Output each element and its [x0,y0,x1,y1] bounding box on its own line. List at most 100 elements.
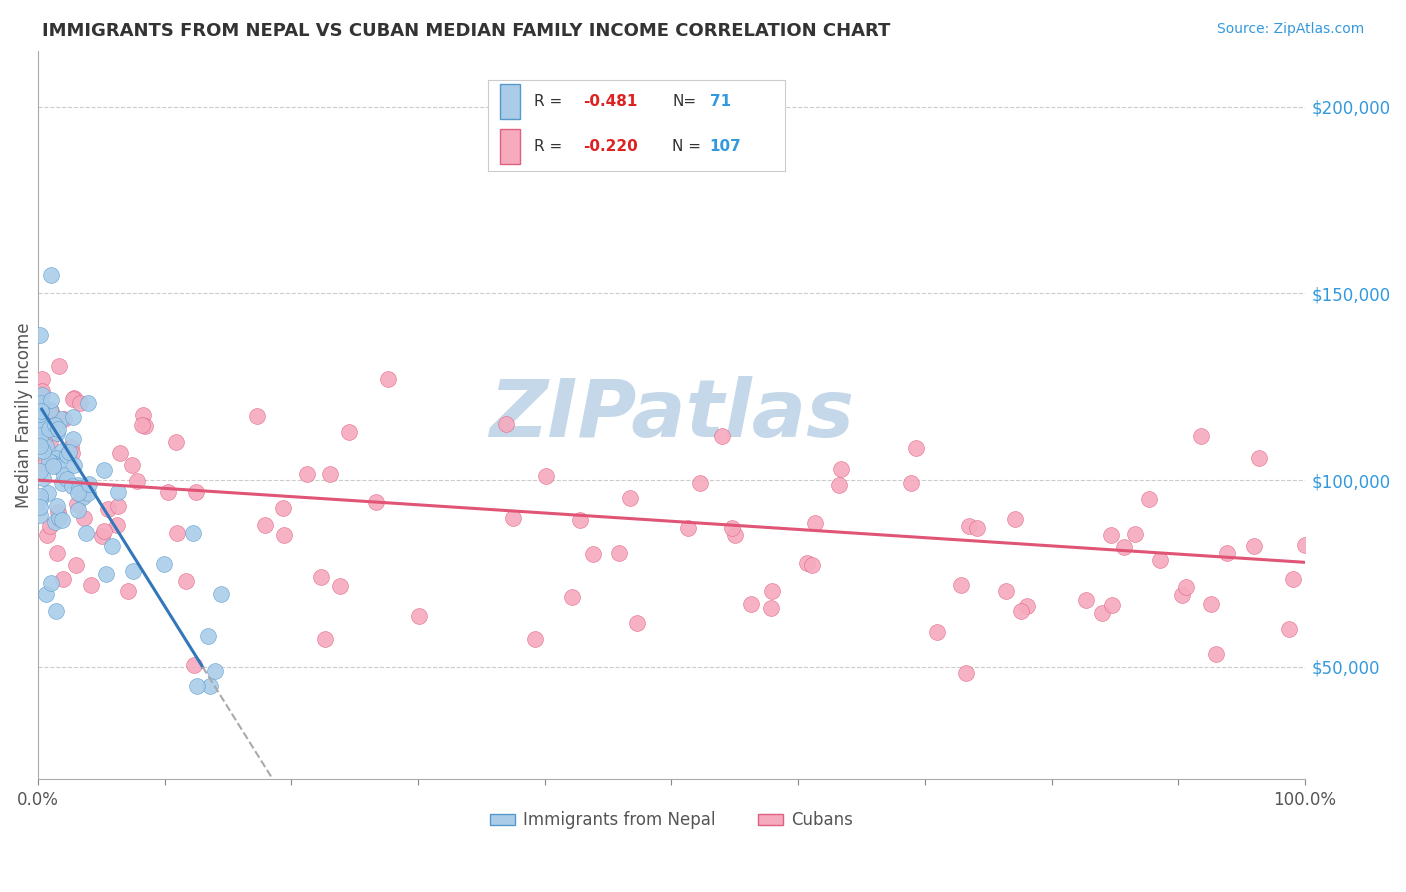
Point [1189,429,1212,443]
Point [1149,553,1171,567]
Point [626,616,648,631]
Point [72,490,94,504]
Point [329,579,352,593]
Point [1215,546,1237,560]
Point [58,445,80,459]
Point [91,529,114,543]
Point [39,404,62,418]
Point [97,502,120,516]
Point [800,558,823,572]
Point [950,578,973,592]
Point [52,411,75,425]
Point [46,425,69,440]
Point [34,457,56,471]
Point [1137,492,1160,507]
Point [35,528,58,542]
Point [28,490,51,504]
Point [1101,598,1123,612]
Point [200,679,222,693]
Point [107,499,129,513]
Point [77,476,100,491]
Point [35,439,58,453]
Point [366,494,388,508]
Point [60,478,83,492]
Point [830,461,852,475]
Point [925,625,948,640]
Point [67,503,90,517]
Point [174,574,197,589]
Point [165,434,187,449]
Point [32,433,55,447]
Point [900,476,922,491]
Point [803,516,825,530]
Point [721,521,744,535]
Point [183,658,205,673]
Point [30,396,52,410]
Point [67,478,90,492]
Point [117,584,139,599]
Point [28,500,51,514]
Point [42,457,65,471]
Point [46,505,69,519]
Point [153,557,176,571]
Point [28,493,51,508]
Point [48,359,70,373]
Point [46,546,69,560]
Point [1243,539,1265,553]
Point [966,521,988,535]
Point [1171,588,1194,602]
Point [37,485,59,500]
Point [46,422,69,436]
Point [30,428,52,442]
Point [45,451,67,466]
Point [28,440,51,454]
Point [337,425,360,439]
Point [957,519,980,533]
Point [131,417,153,432]
Point [93,524,115,538]
Text: Source: ZipAtlas.com: Source: ZipAtlas.com [1216,22,1364,37]
Point [28,433,51,447]
Point [1205,647,1227,661]
Point [55,448,77,462]
Point [62,410,84,425]
Point [31,384,53,399]
Point [62,432,84,446]
Point [76,486,98,500]
Point [711,429,734,443]
Point [569,513,592,527]
Point [39,268,62,282]
Point [181,526,204,541]
Point [297,467,319,481]
Point [31,388,53,402]
Point [108,446,131,460]
Point [42,459,65,474]
Point [1101,528,1123,542]
Point [38,434,60,449]
Point [76,396,98,410]
Point [1004,512,1026,526]
Point [30,399,52,413]
Point [827,478,849,492]
Point [607,546,630,560]
Point [28,464,51,478]
Point [759,601,782,615]
Point [127,474,149,488]
Point [44,418,66,433]
Point [1123,526,1146,541]
Point [60,440,83,454]
Point [52,468,75,483]
Legend: Immigrants from Nepal, Cubans: Immigrants from Nepal, Cubans [484,805,859,836]
Point [51,444,73,458]
Point [253,518,276,533]
Point [134,419,156,434]
Text: ZIPatlas: ZIPatlas [489,376,853,454]
Point [905,441,928,455]
Point [309,570,332,584]
Point [31,417,53,432]
Point [761,584,783,599]
Point [107,485,129,500]
Point [1247,450,1270,465]
Point [156,484,179,499]
Point [204,664,226,678]
